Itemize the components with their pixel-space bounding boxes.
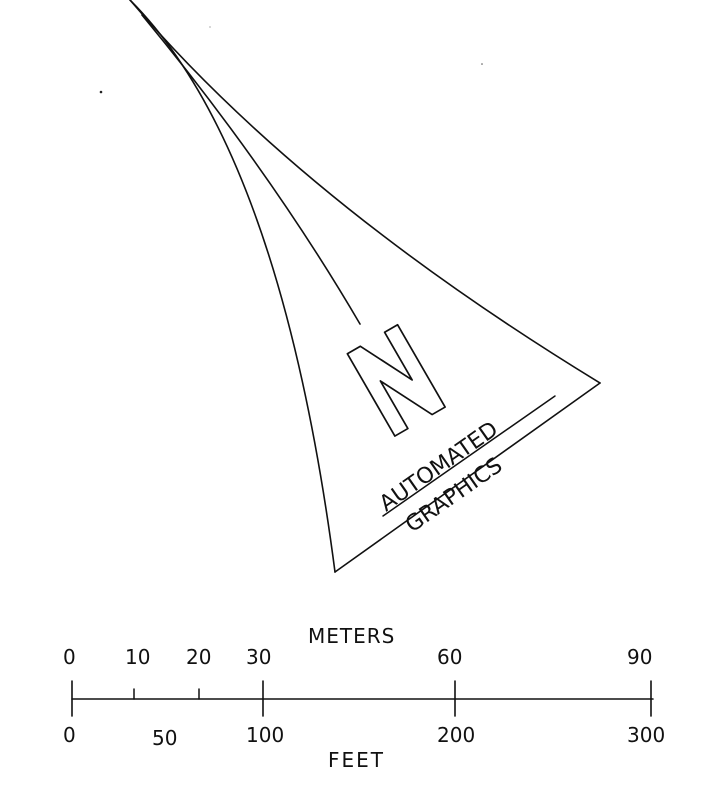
meters-title: METERS bbox=[308, 624, 395, 648]
scale-bar: METERS 0 10 20 30 60 90 0 50 100 200 300… bbox=[63, 624, 665, 772]
feet-title: FEET bbox=[328, 748, 385, 772]
north-arrow-right-edge bbox=[129, 0, 601, 384]
north-arrow-center-line bbox=[141, 14, 361, 325]
speck bbox=[209, 26, 211, 28]
speck bbox=[481, 63, 483, 65]
north-arrow-base-edge bbox=[334, 382, 601, 573]
feet-label: 50 bbox=[152, 726, 177, 750]
north-arrow: AUTOMATED GRAPHICS bbox=[129, 0, 601, 573]
north-letter-icon bbox=[346, 323, 446, 437]
north-arrow-left-edge bbox=[129, 0, 336, 573]
feet-label: 200 bbox=[437, 723, 475, 747]
meter-label: 90 bbox=[627, 645, 652, 669]
meter-label: 0 bbox=[63, 645, 76, 669]
meter-label: 60 bbox=[437, 645, 462, 669]
feet-label: 0 bbox=[63, 723, 76, 747]
meter-label: 20 bbox=[186, 645, 211, 669]
north-arrow-text-divider bbox=[382, 395, 556, 517]
specks bbox=[99, 26, 483, 94]
speck bbox=[99, 90, 103, 94]
meter-label: 10 bbox=[125, 645, 150, 669]
feet-label: 300 bbox=[627, 723, 665, 747]
meter-label: 30 bbox=[246, 645, 271, 669]
feet-label: 100 bbox=[246, 723, 284, 747]
